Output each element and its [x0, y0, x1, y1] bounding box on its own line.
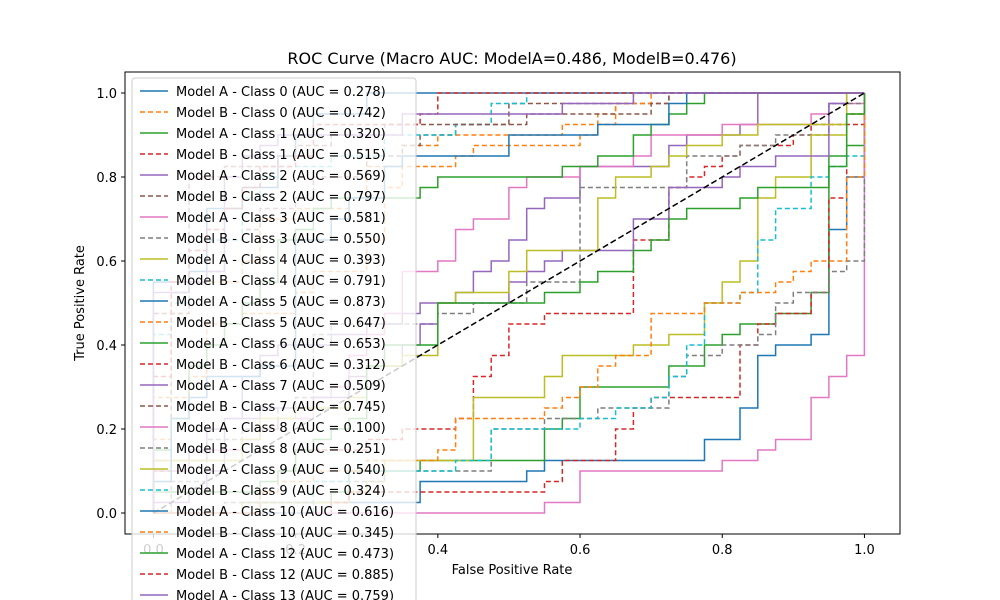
legend-entry-label: Model B - Class 4 (AUC = 0.791) — [176, 274, 386, 289]
legend-entry-label: Model B - Class 12 (AUC = 0.885) — [176, 568, 394, 583]
y-tick-label: 0.6 — [96, 255, 117, 270]
legend-entry-label: Model A - Class 10 (AUC = 0.616) — [176, 505, 394, 520]
legend-entry-label: Model A - Class 2 (AUC = 0.569) — [176, 169, 386, 184]
legend-entry-label: Model B - Class 7 (AUC = 0.745) — [176, 400, 386, 415]
legend-entry-label: Model A - Class 8 (AUC = 0.100) — [176, 421, 386, 436]
legend-entry-label: Model B - Class 8 (AUC = 0.251) — [176, 442, 386, 457]
legend-entry-label: Model B - Class 10 (AUC = 0.345) — [176, 526, 394, 541]
x-axis-label: False Positive Rate — [452, 563, 573, 578]
legend: Model A - Class 0 (AUC = 0.278) Model B -… — [132, 78, 416, 600]
legend-entry-label: Model B - Class 9 (AUC = 0.324) — [176, 484, 386, 499]
legend-entry-label: Model B - Class 6 (AUC = 0.312) — [176, 358, 386, 373]
legend-entry-label: Model A - Class 6 (AUC = 0.653) — [176, 337, 386, 352]
x-tick-label: 1.0 — [854, 543, 875, 558]
legend-entry-label: Model B - Class 2 (AUC = 0.797) — [176, 190, 386, 205]
y-tick-label: 1.0 — [96, 87, 117, 102]
legend-entry-label: Model A - Class 12 (AUC = 0.473) — [176, 547, 394, 562]
x-tick-label: 0.8 — [712, 543, 733, 558]
chart-title: ROC Curve (Macro AUC: ModelA=0.486, Mode… — [287, 49, 736, 68]
legend-entry-label: Model A - Class 0 (AUC = 0.278) — [176, 85, 386, 100]
legend-entry-label: Model A - Class 3 (AUC = 0.581) — [176, 211, 386, 226]
legend-entry-label: Model A - Class 5 (AUC = 0.873) — [176, 295, 386, 310]
legend-entry-label: Model B - Class 5 (AUC = 0.647) — [176, 316, 386, 331]
x-tick-label: 0.6 — [570, 543, 591, 558]
legend-entry-label: Model A - Class 9 (AUC = 0.540) — [176, 463, 386, 478]
x-tick-label: 0.4 — [428, 543, 449, 558]
y-tick-label: 0.4 — [96, 339, 117, 354]
legend-entry-label: Model B - Class 1 (AUC = 0.515) — [176, 148, 386, 163]
legend-entry-label: Model A - Class 13 (AUC = 0.759) — [176, 589, 394, 600]
legend-entry-label: Model A - Class 4 (AUC = 0.393) — [176, 253, 386, 268]
y-axis-label: True Positive Rate — [73, 245, 88, 362]
y-tick-label: 0.0 — [96, 507, 117, 522]
y-tick-label: 0.2 — [96, 423, 117, 438]
legend-entry-label: Model B - Class 3 (AUC = 0.550) — [176, 232, 386, 247]
y-tick-label: 0.8 — [96, 171, 117, 186]
legend-entry-label: Model A - Class 7 (AUC = 0.509) — [176, 379, 386, 394]
legend-entry-label: Model A - Class 1 (AUC = 0.320) — [176, 127, 386, 142]
legend-entry-label: Model B - Class 0 (AUC = 0.742) — [176, 106, 386, 121]
